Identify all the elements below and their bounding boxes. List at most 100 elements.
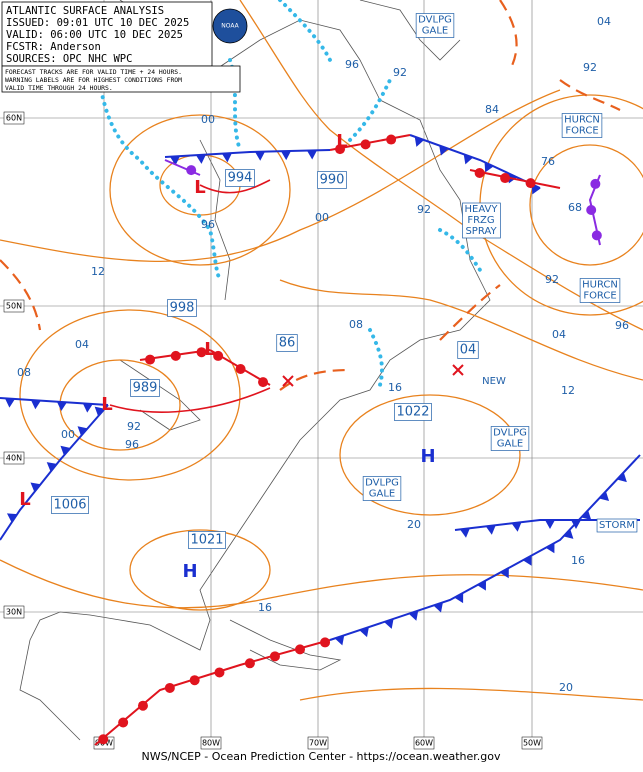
warning-label: HURCN [582, 280, 618, 291]
isobar-label: 16 [571, 554, 585, 567]
header-sources: SOURCES: OPC NHC WPC [6, 53, 132, 65]
isobar [299, 687, 643, 701]
warning-label: DVLPG [493, 428, 527, 439]
front-symbol [196, 347, 207, 358]
header-box [1, 1, 213, 67]
front-symbol [563, 529, 574, 539]
isobar [129, 529, 271, 611]
isobar-label: 04 [552, 328, 566, 341]
longitude-label: 50W [523, 739, 541, 748]
grid-label-box [413, 736, 435, 750]
front-symbol [189, 675, 200, 686]
isobar-label: 16 [258, 601, 272, 614]
front-symbol [511, 522, 522, 532]
pressure-value-box [167, 299, 197, 317]
isobar-label: 08 [17, 366, 31, 379]
front-symbol [30, 400, 41, 410]
isobar [529, 144, 643, 266]
front-symbol [6, 513, 18, 523]
front-symbol [221, 153, 232, 163]
front-symbol [545, 520, 555, 529]
front-symbol [500, 567, 509, 579]
warning-label: STORM [599, 520, 635, 531]
forecast-position [282, 375, 294, 387]
trough [499, 0, 518, 71]
noaa-logo [212, 8, 248, 44]
front-symbol [591, 230, 602, 241]
front-symbol [60, 445, 71, 456]
pressure-value-box [317, 171, 347, 189]
island [229, 619, 342, 671]
pressure-value: 994 [228, 171, 253, 186]
front-symbol [459, 528, 470, 538]
isobar-label: 76 [541, 155, 555, 168]
front-symbol [525, 178, 536, 189]
front-symbol [384, 618, 394, 629]
pressure-value: 998 [170, 301, 195, 316]
front-symbol [474, 167, 485, 178]
front-symbol [258, 377, 269, 388]
front-symbol [214, 667, 225, 678]
front-symbol [295, 644, 306, 655]
front-symbol [145, 354, 156, 365]
front-symbol [280, 150, 291, 161]
noaa-logo-text: NOAA [221, 23, 239, 30]
pressure-center-symbol: L [204, 339, 215, 360]
front-symbol [359, 627, 369, 638]
grid-label-box [307, 736, 329, 750]
warning-box [596, 518, 638, 533]
front-symbol [213, 350, 224, 361]
cold-front [164, 149, 331, 158]
isobar-label: 00 [201, 113, 215, 126]
front-symbol [46, 462, 57, 472]
warning-label: NEW [482, 376, 506, 387]
coastline [199, 139, 231, 301]
warning-box [462, 202, 501, 239]
isobar [239, 0, 643, 331]
isobar-label: 00 [61, 428, 75, 441]
note-line: FORECAST TRACKS ARE FOR VALID TIME + 24 … [5, 68, 182, 76]
front-symbol [581, 510, 592, 520]
pressure-value-box [394, 403, 432, 421]
isobar-label: 04 [75, 338, 89, 351]
latitude-label: 30N [6, 608, 22, 617]
warning-label: FORCE [583, 291, 616, 302]
pressure-value-box [130, 379, 160, 397]
forecast-track [109, 387, 271, 413]
front-symbol [170, 350, 181, 361]
isobar-label: 16 [388, 381, 402, 394]
isobar-label: 12 [561, 384, 575, 397]
front-symbol [98, 734, 109, 745]
front-symbol [4, 398, 15, 408]
isobar-label: 20 [559, 681, 573, 694]
front-symbol [306, 150, 317, 160]
isobar-label: 96 [345, 58, 359, 71]
isobar [279, 279, 643, 381]
longitude-label: 70W [309, 739, 327, 748]
ice-edge-line [368, 328, 384, 387]
note-box [1, 65, 241, 93]
front-symbol [164, 682, 175, 693]
fronts [0, 134, 641, 746]
isobar-label: 84 [485, 103, 499, 116]
grid-label-box [3, 451, 25, 465]
ice-edge-line [88, 18, 222, 282]
isobar [109, 114, 291, 266]
pressure-value: 1022 [396, 405, 429, 420]
pressure-center-symbol: L [101, 394, 112, 415]
footer: NWS/NCEP - Ocean Prediction Center - htt… [141, 750, 501, 763]
front-symbol [616, 472, 627, 483]
front-symbol [586, 204, 597, 215]
isobar [0, 89, 561, 262]
ice-edge [88, 0, 482, 387]
header-forecaster: FCSTR: Anderson [6, 41, 101, 53]
grid-label-box [3, 605, 25, 619]
front-symbol [477, 580, 486, 591]
front-symbol [235, 364, 246, 375]
front-symbol [195, 154, 206, 164]
pressure-center-symbol: L [19, 489, 30, 510]
isobar [0, 559, 643, 609]
grid-label-box [521, 736, 543, 750]
ice-edge-line [278, 0, 332, 62]
